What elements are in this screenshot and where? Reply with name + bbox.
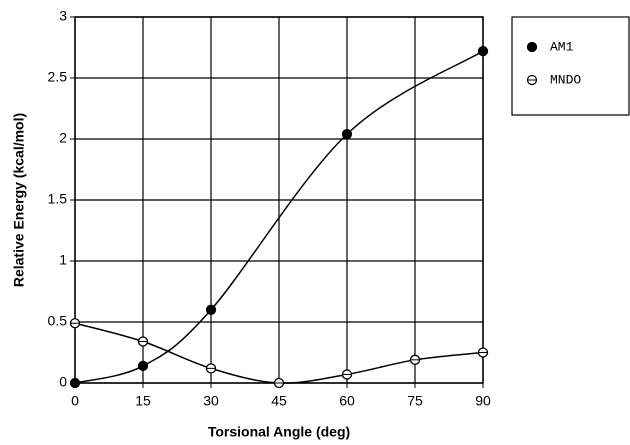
y-tick-label: 1.5 <box>48 191 68 207</box>
x-tick-label: 90 <box>475 393 491 409</box>
marker <box>477 46 489 57</box>
marker <box>341 128 353 140</box>
marker <box>69 377 81 389</box>
x-tick-label: 75 <box>407 393 423 409</box>
x-tick-label: 0 <box>71 393 79 409</box>
y-tick-label: 2.5 <box>48 69 68 85</box>
x-tick-label: 15 <box>135 393 151 409</box>
y-tick-label: 0 <box>59 374 67 390</box>
marker <box>205 304 217 315</box>
legend-label: MNDO <box>550 72 581 87</box>
x-tick-label: 45 <box>271 393 287 409</box>
x-axis-title: Torsional Angle (deg) <box>208 424 350 440</box>
marker <box>137 360 149 372</box>
y-axis-title: Relative Energy (kcal/mol) <box>11 113 27 287</box>
legend-label: AM1 <box>550 39 574 54</box>
y-tick-label: 2 <box>59 130 67 146</box>
y-tick-label: 1 <box>59 252 67 268</box>
legend-box <box>511 16 630 116</box>
x-tick-label: 60 <box>339 393 355 409</box>
y-tick-label: 3 <box>59 8 67 24</box>
y-tick-label: 0.5 <box>48 313 68 329</box>
series-line <box>74 50 484 384</box>
legend-marker <box>526 41 538 53</box>
x-tick-label: 30 <box>203 393 219 409</box>
